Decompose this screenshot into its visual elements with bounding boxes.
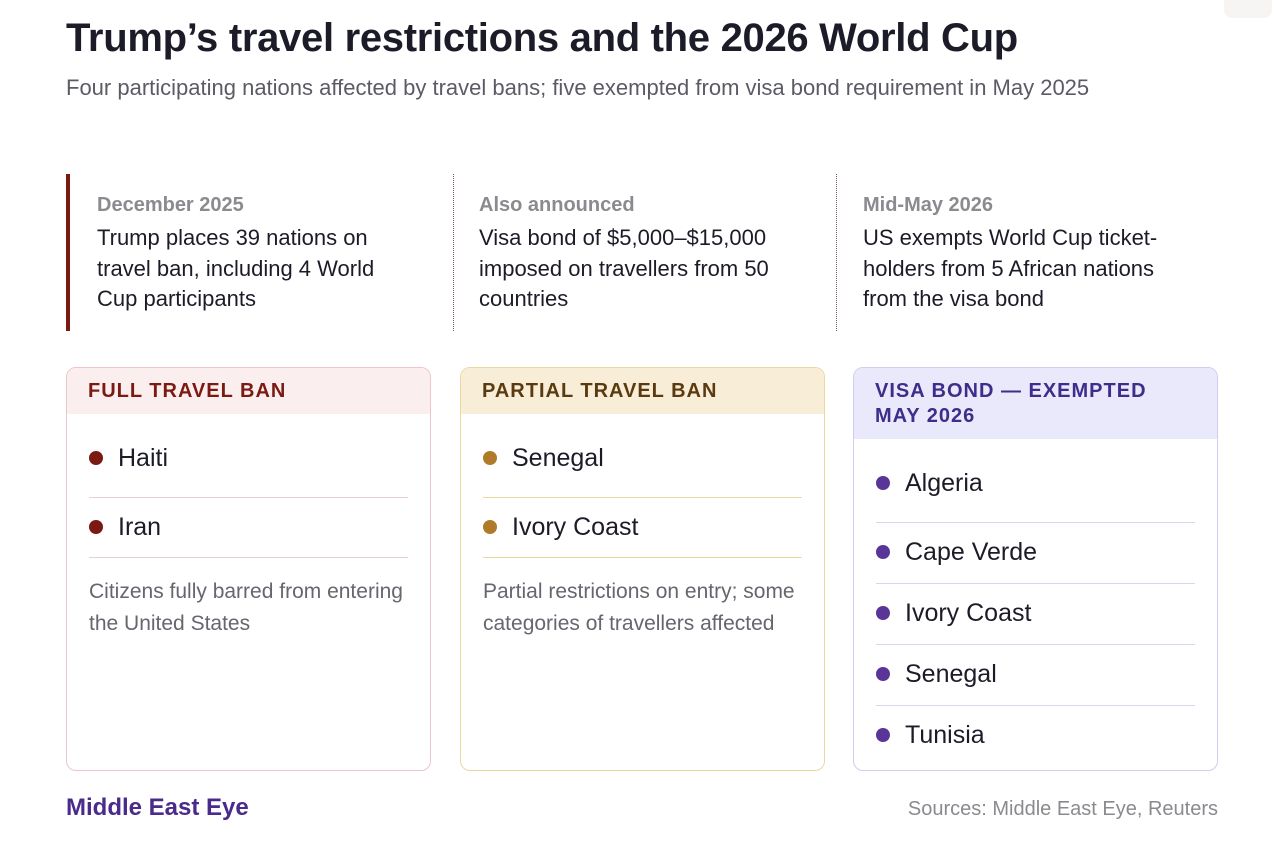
timeline-text: US exempts World Cup ticket-holders from…: [863, 225, 1158, 311]
country-name: Cape Verde: [905, 538, 1038, 566]
bullet-dot-icon: [89, 451, 103, 465]
timeline: December 2025 Trump places 39 nations on…: [66, 174, 1218, 331]
visa-bond-exempted-card: VISA BOND — EXEMPTED MAY 2026 Algeria Ca…: [853, 367, 1218, 771]
timeline-text: Trump places 39 nations on travel ban, i…: [97, 225, 375, 311]
timeline-date: December 2025: [97, 194, 244, 216]
card-heading: FULL TRAVEL BAN: [67, 368, 430, 414]
list-item: Ivory Coast: [483, 497, 802, 558]
full-travel-ban-card: FULL TRAVEL BAN Haiti Iran Citizens full…: [66, 367, 431, 771]
bullet-dot-icon: [876, 545, 890, 559]
bullet-dot-icon: [483, 451, 497, 465]
timeline-text: Visa bond of $5,000–$15,000 imposed on t…: [479, 225, 769, 311]
list-item: Iran: [89, 497, 408, 558]
list-item: Senegal: [876, 644, 1195, 705]
list-item: Ivory Coast: [876, 583, 1195, 644]
list-item: Senegal: [483, 437, 802, 497]
country-list: Algeria Cape Verde Ivory Coast Senegal T…: [854, 462, 1217, 766]
list-item: Cape Verde: [876, 522, 1195, 583]
sources-credit: Sources: Middle East Eye, Reuters: [907, 798, 1218, 820]
bullet-dot-icon: [876, 476, 890, 490]
country-list: Senegal Ivory Coast: [461, 437, 824, 558]
country-name: Algeria: [905, 469, 983, 497]
page-subtitle: Four participating nations affected by t…: [66, 75, 1090, 100]
timeline-date: Mid-May 2026: [863, 194, 994, 216]
bullet-dot-icon: [876, 606, 890, 620]
card-heading: PARTIAL TRAVEL BAN: [461, 368, 824, 414]
corner-tab: [1224, 0, 1272, 18]
country-name: Iran: [118, 512, 162, 541]
bullet-dot-icon: [89, 519, 103, 534]
partial-travel-ban-card: PARTIAL TRAVEL BAN Senegal Ivory Coast P…: [460, 367, 825, 771]
card-note: Citizens fully barred from entering the …: [89, 580, 403, 635]
timeline-item-mid-may-2026: Mid-May 2026 US exempts World Cup ticket…: [836, 174, 1218, 331]
timeline-date: Also announced: [479, 194, 635, 216]
list-item: Algeria: [876, 462, 1195, 522]
card-note: Partial restrictions on entry; some cate…: [483, 580, 795, 635]
country-name: Senegal: [512, 444, 604, 472]
list-item: Tunisia: [876, 705, 1195, 766]
brand-logo-text: Middle East Eye: [66, 794, 249, 821]
country-name: Haiti: [118, 444, 169, 472]
page-title: Trump’s travel restrictions and the 2026…: [66, 16, 1018, 60]
country-list: Haiti Iran: [67, 437, 430, 558]
country-name: Ivory Coast: [905, 599, 1032, 627]
timeline-item-also-announced: Also announced Visa bond of $5,000–$15,0…: [453, 174, 836, 331]
bullet-dot-icon: [876, 667, 890, 681]
country-name: Ivory Coast: [512, 512, 639, 541]
list-item: Haiti: [89, 437, 408, 497]
country-name: Senegal: [905, 660, 997, 688]
country-name: Tunisia: [905, 721, 985, 749]
bullet-dot-icon: [483, 519, 497, 534]
timeline-item-december-2025: December 2025 Trump places 39 nations on…: [66, 174, 453, 331]
bullet-dot-icon: [876, 728, 890, 742]
card-heading: VISA BOND — EXEMPTED MAY 2026: [854, 368, 1217, 439]
